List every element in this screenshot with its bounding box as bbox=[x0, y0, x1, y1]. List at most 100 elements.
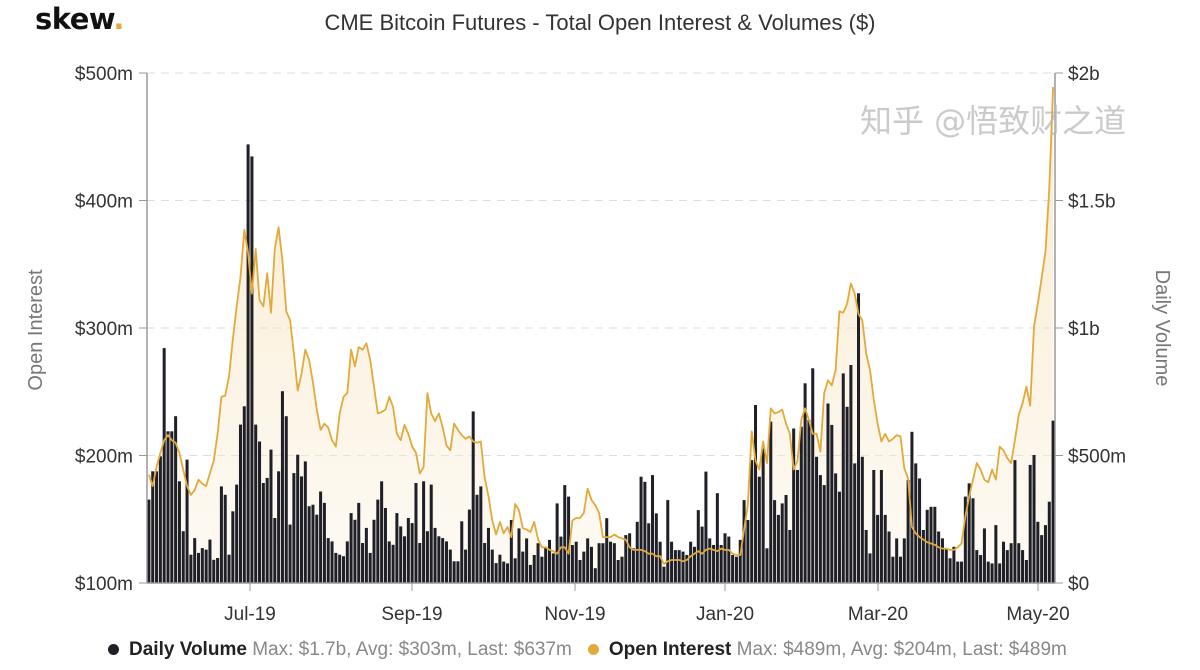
volume-bar bbox=[937, 531, 941, 583]
open-interest-line bbox=[148, 86, 1054, 565]
volume-bar bbox=[719, 545, 723, 583]
open-interest-dot-icon bbox=[587, 644, 599, 656]
volume-bar bbox=[597, 543, 601, 583]
volume-bar bbox=[662, 566, 666, 583]
volume-bar bbox=[963, 496, 967, 583]
volume-bar bbox=[422, 481, 426, 583]
volume-bar bbox=[551, 553, 555, 583]
volume-bar bbox=[643, 481, 647, 583]
volume-bar bbox=[200, 548, 204, 583]
left-tick-label: $500m bbox=[75, 64, 133, 85]
volume-bar bbox=[521, 551, 525, 583]
volume-bar bbox=[715, 493, 719, 583]
volume-bar bbox=[681, 551, 685, 583]
volume-bar bbox=[235, 484, 239, 583]
volume-bar bbox=[349, 513, 353, 583]
volume-bar bbox=[628, 533, 632, 583]
volume-bar bbox=[830, 424, 834, 583]
volume-bar bbox=[147, 499, 151, 583]
volume-bar bbox=[776, 514, 780, 583]
volume-bar bbox=[1043, 525, 1047, 583]
volume-bar bbox=[1040, 535, 1044, 583]
volume-bar bbox=[673, 550, 677, 583]
volume-bar bbox=[303, 461, 307, 583]
volume-bar bbox=[1017, 543, 1021, 583]
volume-bar bbox=[387, 541, 391, 583]
volume-bar bbox=[826, 403, 830, 583]
volume-bar bbox=[589, 546, 593, 583]
volume-bar bbox=[444, 541, 448, 583]
volume-bar bbox=[872, 470, 876, 583]
logo-text: skew bbox=[35, 2, 114, 36]
volume-bar bbox=[547, 539, 552, 583]
volume-bar bbox=[910, 431, 914, 583]
daily-volume-dot-icon bbox=[108, 644, 119, 656]
volume-bar bbox=[479, 486, 483, 583]
volume-bar bbox=[441, 538, 445, 583]
volume-bar bbox=[437, 536, 441, 583]
volume-bar bbox=[189, 554, 193, 583]
volume-bar bbox=[212, 559, 216, 583]
x-tick-label: Jul-19 bbox=[224, 604, 276, 625]
volume-bar bbox=[261, 483, 265, 583]
volume-bar bbox=[696, 510, 700, 583]
volume-bar bbox=[555, 503, 559, 583]
volume-bar bbox=[1028, 464, 1032, 583]
volume-bar bbox=[1047, 501, 1051, 583]
volume-bar bbox=[677, 550, 681, 583]
volume-bar bbox=[452, 561, 456, 583]
volume-bar bbox=[219, 486, 223, 583]
volume-bar bbox=[795, 470, 799, 583]
volume-bar bbox=[1036, 521, 1040, 583]
volume-bar bbox=[185, 459, 189, 583]
volume-bar bbox=[456, 561, 460, 583]
volume-bar bbox=[284, 416, 288, 583]
volume-bar bbox=[773, 500, 777, 583]
volume-bar bbox=[769, 421, 773, 583]
volume-bar bbox=[914, 463, 918, 583]
volume-bar bbox=[582, 551, 586, 583]
volume-bar bbox=[692, 546, 696, 583]
volume-bar bbox=[788, 530, 792, 583]
x-tick-label: Nov-19 bbox=[544, 604, 605, 625]
volume-bar bbox=[639, 476, 643, 583]
left-tick-label: $100m bbox=[75, 574, 133, 595]
volume-bar bbox=[567, 496, 571, 583]
volume-bar bbox=[341, 556, 345, 583]
volume-bar bbox=[601, 543, 605, 583]
volume-bar bbox=[322, 502, 326, 583]
volume-bar bbox=[879, 470, 883, 583]
right-tick-label: $500m bbox=[1068, 447, 1126, 468]
volume-bar bbox=[780, 503, 784, 583]
volume-bar bbox=[654, 513, 658, 583]
volume-bar bbox=[940, 538, 944, 583]
volume-bar bbox=[990, 563, 994, 583]
volume-bar bbox=[784, 495, 788, 583]
volume-bar bbox=[921, 530, 925, 583]
left-tick-label: $300m bbox=[75, 319, 133, 340]
volume-bar bbox=[944, 548, 948, 583]
volume-bar bbox=[540, 556, 544, 583]
legend-item-daily-volume[interactable]: Daily Volume Max: $1.7b, Avg: $303m, Las… bbox=[108, 639, 572, 661]
volume-bar bbox=[403, 536, 407, 583]
volume-bar bbox=[929, 506, 933, 583]
volume-bar bbox=[1032, 455, 1036, 583]
volume-bar bbox=[181, 531, 185, 583]
volume-bar bbox=[689, 541, 693, 583]
volume-bar bbox=[616, 560, 620, 583]
volume-bar bbox=[193, 538, 197, 583]
volume-bar bbox=[998, 563, 1002, 583]
volume-bar bbox=[975, 550, 979, 583]
volume-bar bbox=[467, 509, 471, 583]
volume-bar bbox=[357, 502, 361, 583]
volume-bar bbox=[837, 491, 841, 583]
volume-bar bbox=[513, 558, 517, 583]
volume-bar bbox=[433, 527, 437, 583]
volume-bar bbox=[418, 543, 422, 583]
volume-bar bbox=[952, 546, 956, 583]
volume-bar bbox=[208, 539, 212, 583]
volume-bar bbox=[822, 485, 826, 583]
volume-bar bbox=[307, 506, 311, 583]
legend-item-open-interest[interactable]: Open Interest Max: $489m, Avg: $204m, La… bbox=[587, 639, 1067, 661]
volume-bar bbox=[231, 511, 235, 583]
